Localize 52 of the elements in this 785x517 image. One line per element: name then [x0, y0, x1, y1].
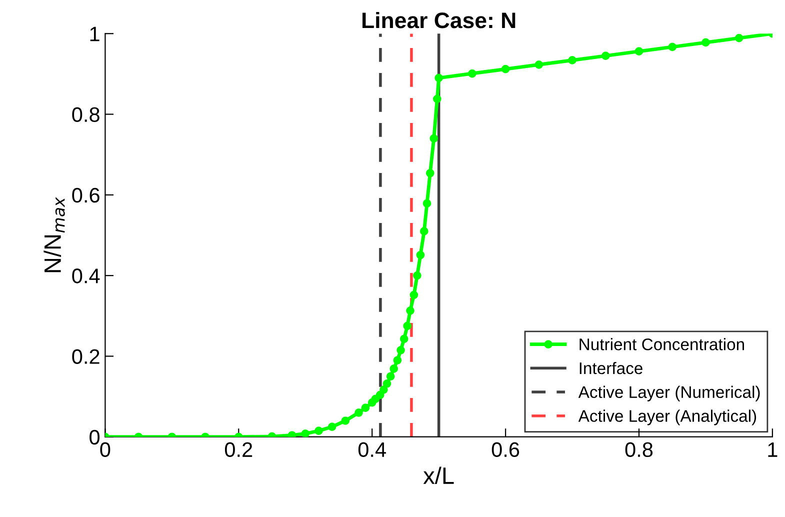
- point: [634, 47, 644, 56]
- point: [301, 429, 310, 437]
- point: [501, 64, 510, 74]
- y-tick-label: 0.2: [72, 349, 100, 364]
- y-tick-label: 0.8: [72, 107, 100, 122]
- y-tick-label: 0.6: [72, 188, 100, 203]
- x-axis-title: x/L: [423, 466, 454, 484]
- point: [468, 69, 476, 78]
- x-tick-label: 0: [100, 442, 110, 458]
- point: [341, 416, 350, 425]
- point: [396, 346, 405, 354]
- x-tick-label: 0.6: [492, 442, 520, 458]
- legend-label: Interface: [580, 362, 642, 374]
- point: [361, 404, 370, 412]
- legend-label: Active Layer (Numerical): [578, 386, 760, 402]
- point: [420, 227, 428, 236]
- point: [382, 379, 392, 388]
- point: [328, 422, 336, 431]
- point: [432, 94, 442, 104]
- x-tick-label: 1: [768, 442, 778, 457]
- point: [406, 306, 414, 315]
- point: [380, 386, 388, 394]
- point: [410, 290, 418, 300]
- point: [568, 56, 576, 64]
- point: [534, 60, 544, 69]
- point: [734, 34, 744, 42]
- point: [430, 134, 438, 143]
- point: [386, 372, 395, 381]
- y-tick-label: 0.4: [72, 268, 100, 284]
- y-tick-label: 0: [90, 430, 100, 445]
- point: [434, 74, 443, 82]
- point: [413, 271, 422, 280]
- point: [403, 322, 412, 330]
- y-tick-label: 1: [90, 26, 100, 42]
- x-tick-label: 0.2: [224, 442, 252, 458]
- x-tick-label: 0.4: [358, 442, 386, 458]
- x-tick-label: 0.8: [625, 442, 653, 458]
- point: [601, 52, 610, 60]
- point: [390, 364, 398, 373]
- chart-title: Linear Case: N: [362, 12, 516, 28]
- point: [702, 38, 710, 47]
- point: [426, 168, 434, 178]
- point: [416, 250, 425, 260]
- point: [400, 334, 408, 344]
- point: [314, 426, 323, 435]
- legend-label: Active Layer (Analytical): [578, 410, 756, 426]
- point: [393, 356, 402, 364]
- y-axis-title: N/N$_{max}$: [44, 197, 65, 272]
- point: [422, 199, 432, 208]
- point: [354, 408, 363, 417]
- legend-label: Nutrient Concentration: [580, 338, 744, 350]
- point: [668, 42, 677, 52]
